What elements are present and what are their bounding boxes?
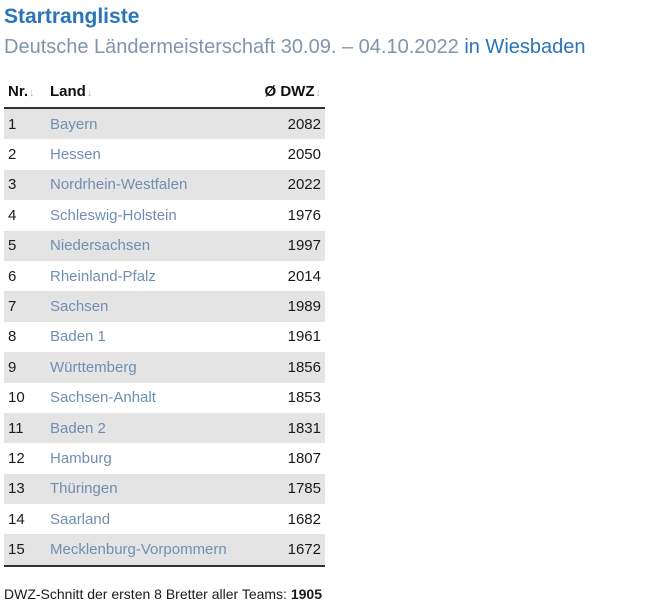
- average-dwz: 2022: [247, 169, 325, 201]
- average-dwz: 2014: [287, 267, 321, 285]
- team-link[interactable]: Saarland: [50, 510, 111, 528]
- table-row: 6 Rheinland-Pfalz 2014: [4, 261, 325, 291]
- rank-number: 9: [4, 352, 46, 383]
- sort-arrow-icon: ↓: [315, 87, 322, 99]
- column-header-nr[interactable]: Nr.↓: [4, 76, 46, 109]
- table-header-row: Nr.↓ Land↓ Ø DWZ↓: [4, 76, 325, 109]
- table-row: 7 Sachsen 1989: [4, 291, 325, 322]
- average-dwz: 1682: [287, 510, 321, 528]
- rank-number: 10: [8, 389, 25, 407]
- table-row: 1 Bayern 2082: [4, 108, 325, 140]
- team-link[interactable]: Baden 2: [46, 412, 247, 444]
- page-title: Startrangliste: [4, 5, 140, 28]
- table-row: 11 Baden 2 1831: [4, 412, 325, 444]
- average-dwz: 1672: [247, 534, 325, 567]
- average-dwz: 1856: [247, 352, 325, 383]
- subtitle-event: Deutsche Ländermeisterschaft 30.09. – 04…: [4, 36, 459, 58]
- rank-number: 1: [4, 108, 46, 140]
- summary-label: DWZ-Schnitt der ersten 8 Bretter aller T…: [4, 586, 287, 602]
- team-link[interactable]: Nordrhein-Westfalen: [46, 169, 247, 201]
- average-dwz: 1807: [287, 449, 321, 467]
- team-link[interactable]: Bayern: [46, 108, 247, 140]
- column-header-dwz[interactable]: Ø DWZ↓: [247, 76, 325, 109]
- table-row: 10 Sachsen-Anhalt 1853: [4, 383, 325, 413]
- team-link[interactable]: Hessen: [50, 146, 101, 164]
- average-dwz: 1976: [287, 206, 321, 224]
- table-row: 2 Hessen 2050: [4, 139, 325, 169]
- average-summary: DWZ-Schnitt der ersten 8 Bretter aller T…: [4, 585, 322, 603]
- team-link[interactable]: Württemberg: [46, 352, 247, 383]
- average-dwz: 1989: [247, 291, 325, 322]
- team-link[interactable]: Hamburg: [50, 449, 112, 467]
- team-link[interactable]: Rheinland-Pfalz: [50, 267, 156, 285]
- table-row: 13 Thüringen 1785: [4, 473, 325, 505]
- rank-number: 2: [8, 146, 17, 164]
- rank-number: 4: [8, 206, 17, 224]
- team-link[interactable]: Sachsen-Anhalt: [50, 389, 156, 407]
- rank-number: 5: [4, 230, 46, 261]
- table-row: 4 Schleswig-Holstein 1976: [4, 200, 325, 230]
- team-link[interactable]: Thüringen: [46, 473, 247, 505]
- average-dwz: 1961: [287, 328, 321, 346]
- average-dwz: 1831: [247, 412, 325, 444]
- rank-number: 15: [4, 534, 46, 567]
- rank-number: 12: [8, 449, 25, 467]
- subtitle-location: in Wiesbaden: [464, 36, 586, 58]
- table-row: 9 Württemberg 1856: [4, 352, 325, 383]
- rank-number: 8: [8, 328, 17, 346]
- table-row: 15 Mecklenburg-Vorpommern 1672: [4, 534, 325, 567]
- team-link[interactable]: Sachsen: [46, 291, 247, 322]
- team-link[interactable]: Mecklenburg-Vorpommern: [46, 534, 247, 567]
- table-row: 12 Hamburg 1807: [4, 443, 325, 473]
- average-dwz: 2050: [287, 146, 321, 164]
- column-header-land[interactable]: Land↓: [46, 76, 247, 109]
- rank-number: 11: [4, 412, 46, 444]
- rank-number: 14: [8, 510, 25, 528]
- rank-number: 6: [8, 267, 17, 285]
- table-row: 5 Niedersachsen 1997: [4, 230, 325, 261]
- rank-number: 3: [4, 169, 46, 201]
- team-link[interactable]: Schleswig-Holstein: [50, 206, 177, 224]
- team-link[interactable]: Niedersachsen: [46, 230, 247, 261]
- average-dwz: 1785: [247, 473, 325, 505]
- start-ranking-table: Nr.↓ Land↓ Ø DWZ↓ 1 Bayern 2082 2 Hessen 205…: [4, 76, 325, 567]
- sort-arrow-icon: ↓: [29, 87, 35, 99]
- sort-arrow-icon: ↓: [86, 87, 93, 99]
- page-subtitle: Deutsche Ländermeisterschaft 30.09. – 04…: [4, 34, 586, 60]
- average-dwz: 2082: [247, 108, 325, 140]
- table-row: 14 Saarland 1682: [4, 504, 325, 534]
- average-dwz: 1997: [247, 230, 325, 261]
- table-row: 8 Baden 1 1961: [4, 322, 325, 352]
- summary-value: 1905: [290, 586, 322, 602]
- rank-number: 7: [4, 291, 46, 322]
- rank-number: 13: [4, 473, 46, 505]
- team-link[interactable]: Baden 1: [50, 328, 106, 346]
- average-dwz: 1853: [287, 389, 321, 407]
- table-row: 3 Nordrhein-Westfalen 2022: [4, 169, 325, 201]
